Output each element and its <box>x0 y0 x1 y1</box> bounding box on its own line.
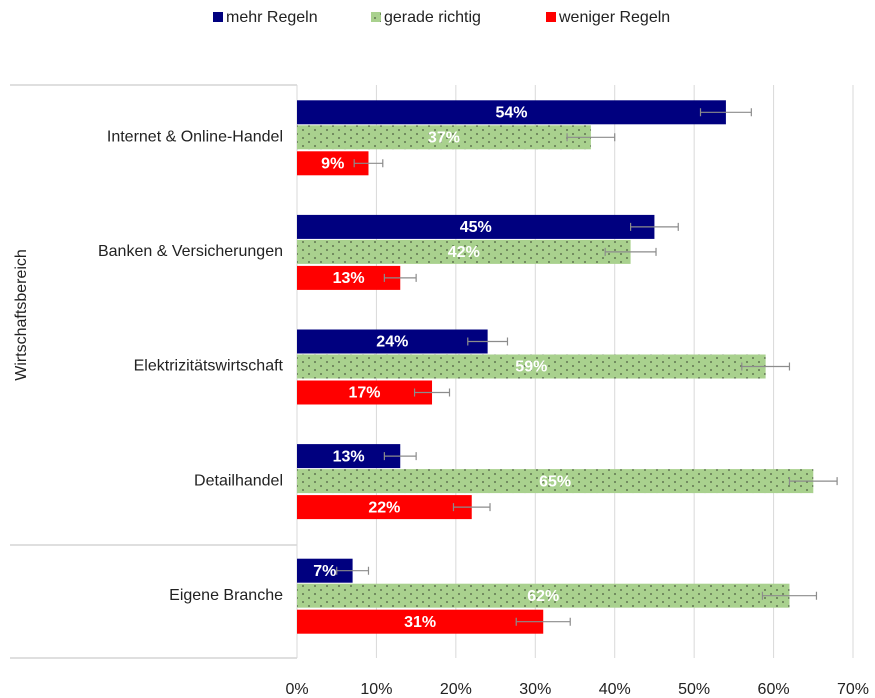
bar <box>297 609 544 634</box>
x-tick-label: 50% <box>678 681 710 698</box>
legend-label: gerade richtig <box>384 9 481 26</box>
bar <box>297 214 655 239</box>
error-bar <box>452 503 491 512</box>
data-label: 65% <box>539 473 571 490</box>
legend-label: weniger Regeln <box>558 9 670 26</box>
legend-swatch <box>213 12 223 22</box>
x-tick-label: 10% <box>360 681 392 698</box>
data-label: 45% <box>460 219 492 236</box>
x-tick-label: 40% <box>599 681 631 698</box>
error-bar <box>413 388 451 397</box>
x-tick-label: 70% <box>837 681 869 698</box>
error-bar <box>353 159 384 168</box>
data-label: 24% <box>376 334 408 351</box>
bar <box>297 444 401 469</box>
bar <box>297 100 726 125</box>
error-bar <box>515 617 571 626</box>
data-label: 22% <box>368 499 400 516</box>
y-axis-title: Wirtschaftsbereich <box>13 249 30 381</box>
data-label: 54% <box>495 105 527 122</box>
y-tick-label: Internet & Online-Handel <box>107 129 283 146</box>
data-label: 17% <box>348 385 380 402</box>
error-bar <box>761 591 818 600</box>
error-bar <box>383 273 417 282</box>
y-tick-label: Banken & Versicherungen <box>98 243 283 260</box>
bar <box>297 265 401 290</box>
bar <box>297 469 814 494</box>
data-label: 59% <box>515 359 547 376</box>
error-bar <box>788 477 838 486</box>
x-tick-label: 0% <box>285 681 308 698</box>
y-tick-label: Eigene Branche <box>169 587 283 604</box>
data-label: 13% <box>333 448 365 465</box>
data-label: 31% <box>404 614 436 631</box>
bar <box>297 354 766 379</box>
legend-label: mehr Regeln <box>226 9 318 26</box>
y-tick-label: Detailhandel <box>194 472 283 489</box>
bar <box>297 329 488 354</box>
error-bar <box>566 133 616 142</box>
bar <box>297 125 591 150</box>
data-label: 37% <box>428 130 460 147</box>
error-bar <box>336 566 370 575</box>
x-tick-label: 30% <box>519 681 551 698</box>
bar <box>297 583 790 608</box>
legend-swatch <box>546 12 556 22</box>
data-label: 9% <box>321 156 344 173</box>
data-label: 13% <box>333 270 365 287</box>
x-tick-label: 60% <box>758 681 790 698</box>
bar <box>297 495 472 520</box>
error-bar <box>604 247 657 256</box>
error-bar <box>630 222 679 231</box>
legend-swatch <box>371 12 381 22</box>
error-bar <box>383 452 417 461</box>
bar <box>297 380 433 405</box>
x-tick-label: 20% <box>440 681 472 698</box>
bar <box>297 239 631 264</box>
error-bar <box>467 337 509 346</box>
data-label: 42% <box>448 244 480 261</box>
data-label: 62% <box>527 588 559 605</box>
y-tick-label: Elektrizitätswirtschaft <box>134 358 284 375</box>
error-bar <box>699 108 752 117</box>
error-bar <box>741 362 791 371</box>
data-label: 7% <box>313 563 336 580</box>
